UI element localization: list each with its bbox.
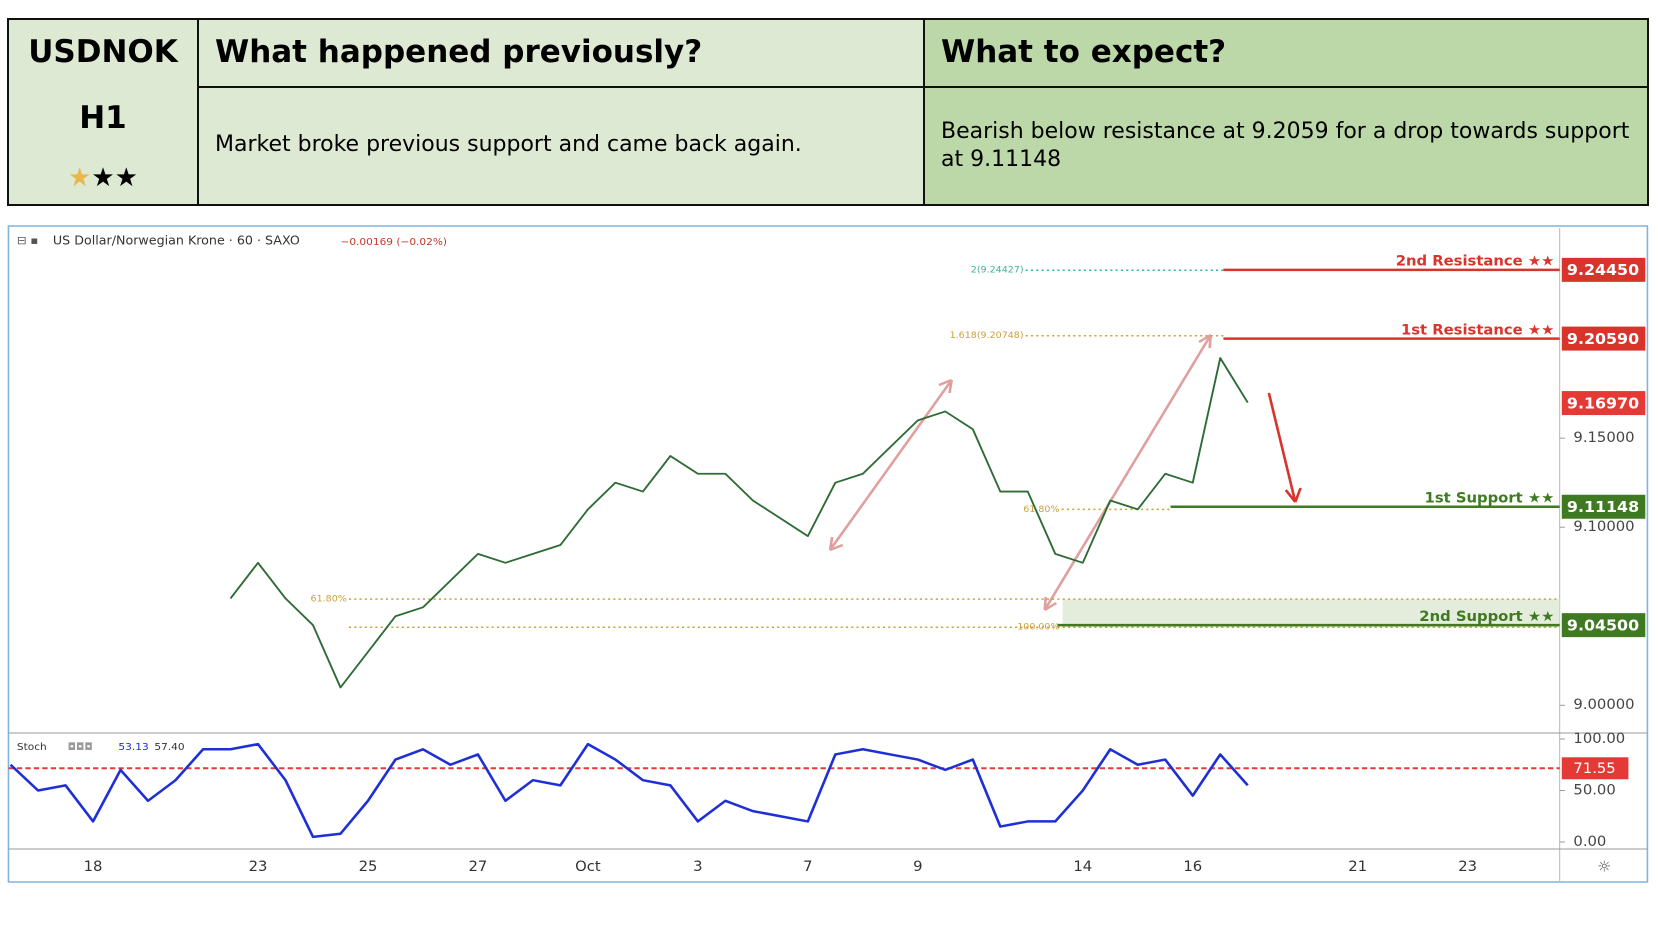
level-box xyxy=(1561,613,1646,638)
x-tick-label: Oct xyxy=(575,859,601,875)
level-value: 9.04500 xyxy=(1567,617,1639,634)
level-name: 1st Resistance ★★ xyxy=(1401,323,1554,339)
x-tick-label: 21 xyxy=(1348,859,1367,875)
previous-text: Market broke previous support and came b… xyxy=(215,132,802,157)
fib-label: 2(9.24427) xyxy=(971,265,1024,276)
x-tick-label: 23 xyxy=(1458,859,1477,875)
stoch-d: 57.40 xyxy=(154,741,184,753)
arrows xyxy=(828,333,1213,612)
level-name: 2nd Support ★★ xyxy=(1419,609,1554,625)
stoch-icons: ◘◘◘ xyxy=(68,741,93,753)
level-value: 9.11148 xyxy=(1567,499,1639,516)
previous-title: What happened previously? xyxy=(215,34,703,70)
x-tick-label: 3 xyxy=(693,859,702,875)
stoch-k: 53.13 xyxy=(118,741,148,753)
previous-body: Market broke previous support and came b… xyxy=(197,86,925,206)
rating: ★★★ xyxy=(68,163,138,193)
expect-body: Bearish below resistance at 9.2059 for a… xyxy=(923,86,1649,206)
price-line xyxy=(229,357,1249,689)
fib-label: 61.80% xyxy=(1023,504,1059,515)
y-tick-label: 50.00 xyxy=(1573,783,1615,799)
level-box xyxy=(1561,391,1646,416)
stoch-title: Stoch xyxy=(17,741,47,753)
support-zone xyxy=(1062,599,1560,628)
level-box xyxy=(1561,326,1646,351)
level-name: 1st Support ★★ xyxy=(1425,491,1555,507)
forecast-arrow xyxy=(1267,392,1302,503)
level-box xyxy=(1561,257,1646,282)
level-box xyxy=(1561,494,1646,519)
settings-icon: ☼ xyxy=(1597,858,1611,875)
pane-icon: ⊟ ▪ xyxy=(17,233,38,247)
stoch-level-box xyxy=(1561,757,1629,780)
symbol-title: US Dollar/Norwegian Krone · 60 · SAXO xyxy=(53,234,300,248)
fib-label: 100.00% xyxy=(1017,622,1060,633)
x-tick-label: 7 xyxy=(803,859,812,875)
expect-title: What to expect? xyxy=(941,34,1227,70)
x-tick-label: 9 xyxy=(913,859,922,875)
previous-head: What happened previously? xyxy=(197,18,925,88)
expect-text: Bearish below resistance at 9.2059 for a… xyxy=(941,119,1630,172)
symbol: USDNOK xyxy=(28,34,178,70)
level-name: 2nd Resistance ★★ xyxy=(1396,254,1555,270)
x-tick-label: 25 xyxy=(359,859,378,875)
symbol-cell: USDNOK H1 ★★★ xyxy=(7,18,199,206)
x-tick-label: 16 xyxy=(1183,859,1202,875)
timeframe: H1 xyxy=(79,100,127,136)
y-tick-label: 9.00000 xyxy=(1573,698,1634,714)
y-tick-label: 9.10000 xyxy=(1573,519,1634,535)
y-tick-label: 100.00 xyxy=(1573,731,1625,747)
level-value: 9.24450 xyxy=(1567,262,1639,279)
stoch-line xyxy=(9,742,1249,839)
x-tick-label: 27 xyxy=(469,859,488,875)
x-tick-label: 23 xyxy=(249,859,268,875)
y-tick-label: 0.00 xyxy=(1573,834,1606,850)
fib-label: 1.618(9.20748) xyxy=(950,330,1024,341)
level-value: 9.20590 xyxy=(1567,330,1639,347)
y-tick-label: 9.15000 xyxy=(1573,430,1634,446)
x-tick-label: 18 xyxy=(84,859,103,875)
x-tick-label: 14 xyxy=(1073,859,1092,875)
price-change: −0.00169 (−0.02%) xyxy=(340,236,447,248)
fib-label: 61.80% xyxy=(311,594,347,605)
stoch-level-value: 71.55 xyxy=(1573,762,1615,778)
level-value: 9.16970 xyxy=(1567,395,1639,412)
